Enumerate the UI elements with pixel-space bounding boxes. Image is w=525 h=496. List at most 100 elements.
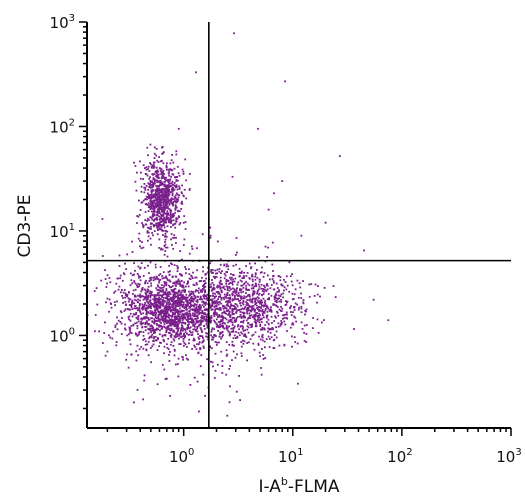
data-point [119, 310, 122, 313]
data-point [130, 279, 133, 282]
data-point [180, 315, 183, 318]
data-point [159, 212, 161, 215]
data-point [159, 333, 161, 336]
data-point [136, 171, 138, 174]
data-point [160, 247, 163, 250]
data-point [239, 399, 241, 401]
data-point [164, 318, 167, 320]
data-point [137, 354, 140, 357]
data-point [164, 206, 167, 209]
data-point [278, 300, 281, 303]
data-point [147, 295, 149, 298]
data-point [186, 296, 189, 299]
data-point [219, 279, 222, 282]
data-point [178, 321, 180, 323]
data-point [242, 297, 245, 300]
data-point [175, 280, 178, 283]
data-point [195, 317, 197, 320]
data-point [167, 192, 170, 195]
data-point [176, 179, 179, 182]
data-point [128, 298, 131, 301]
data-point [294, 341, 297, 343]
data-point [142, 339, 145, 341]
data-point [216, 324, 219, 327]
data-point [199, 365, 202, 368]
data-point [156, 227, 159, 229]
data-point [264, 309, 267, 311]
data-point [169, 220, 171, 223]
data-point [161, 208, 164, 210]
data-point [147, 154, 149, 157]
data-point [173, 188, 176, 191]
data-point [156, 179, 158, 182]
data-point [144, 203, 147, 206]
data-point [145, 307, 148, 310]
data-point [188, 252, 191, 255]
data-point [142, 199, 145, 202]
data-point [151, 185, 153, 188]
data-point [226, 271, 228, 273]
data-point [187, 285, 190, 288]
data-point [202, 312, 205, 314]
data-point [319, 295, 321, 298]
data-point [154, 316, 157, 318]
data-point [171, 306, 174, 309]
data-point [215, 295, 217, 298]
data-point [193, 305, 195, 308]
data-point [203, 284, 205, 286]
data-point [273, 334, 276, 336]
data-point [142, 331, 145, 333]
data-point [181, 321, 183, 324]
data-point [151, 232, 153, 234]
data-point [160, 325, 163, 328]
data-point [135, 350, 138, 353]
data-point [158, 296, 161, 299]
data-point [281, 180, 284, 182]
data-point [150, 210, 153, 213]
data-point [125, 268, 128, 270]
data-point [170, 168, 173, 171]
data-point [159, 303, 162, 305]
data-point [177, 215, 180, 218]
data-point [139, 293, 142, 296]
data-point [167, 337, 170, 340]
data-point [260, 328, 262, 331]
data-point [191, 298, 193, 301]
data-point [183, 281, 185, 284]
data-point [151, 320, 154, 323]
data-point [211, 338, 214, 341]
data-point [195, 282, 198, 284]
data-point [184, 297, 187, 299]
data-point [162, 271, 165, 274]
data-point [171, 216, 174, 218]
data-point [188, 298, 191, 301]
data-point [214, 311, 217, 314]
data-point [117, 277, 119, 280]
data-point [262, 311, 265, 313]
data-point [256, 299, 259, 302]
data-point [172, 224, 175, 227]
data-point [246, 342, 248, 344]
data-point [162, 289, 164, 292]
data-point [198, 307, 201, 310]
data-point [135, 359, 138, 362]
data-point [199, 309, 202, 311]
data-point [143, 317, 146, 320]
data-point [177, 127, 180, 130]
data-point [163, 321, 165, 323]
data-point [157, 288, 160, 291]
data-point [182, 295, 185, 298]
data-point [201, 300, 204, 303]
data-point [144, 302, 147, 304]
data-point [168, 353, 170, 356]
data-point [159, 273, 162, 275]
data-point [189, 306, 191, 309]
data-point [183, 334, 186, 337]
data-point [152, 327, 154, 329]
data-point [185, 312, 188, 315]
data-point [219, 286, 222, 288]
data-point [134, 269, 136, 272]
data-point [255, 297, 258, 300]
data-point [242, 290, 244, 293]
